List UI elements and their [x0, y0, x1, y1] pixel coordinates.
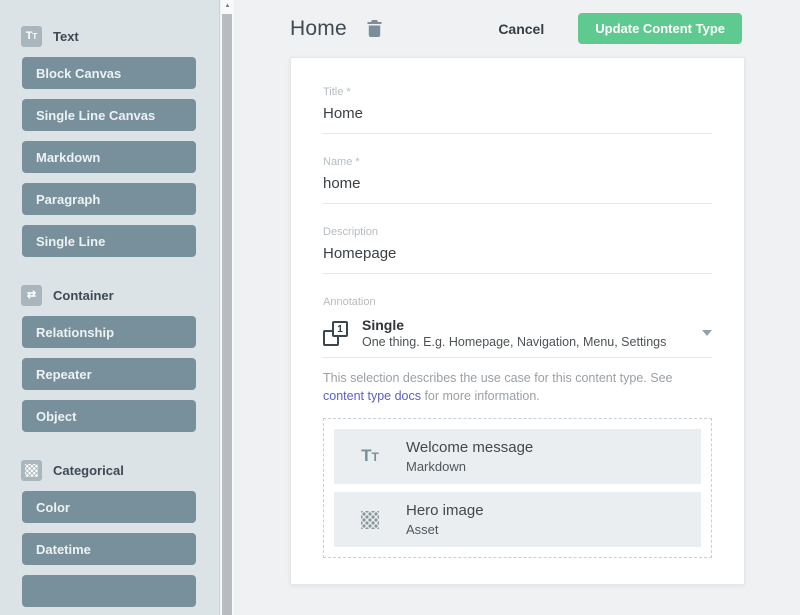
scrollbar-up-arrow-icon[interactable]: ▲	[224, 3, 231, 9]
asset-field-icon	[334, 510, 406, 529]
field-type-datetime[interactable]: Datetime	[22, 533, 196, 565]
field-card-type: Asset	[406, 522, 439, 538]
description-field-group: Description Homepage	[323, 226, 712, 274]
field-type-single-line[interactable]: Single Line	[22, 225, 196, 257]
text-field-icon: TT	[361, 446, 379, 466]
page-title: Home	[290, 16, 347, 40]
section-label: Container	[53, 288, 114, 303]
field-type-markdown[interactable]: Markdown	[22, 141, 196, 173]
field-card-welcome-message[interactable]: TT Welcome message Markdown	[334, 429, 701, 485]
content-type-form-card: Title * Home Name * home Description Hom…	[290, 57, 745, 586]
description-field-label: Description	[323, 226, 379, 238]
editor-header: Home Cancel Update Content Type	[234, 0, 800, 57]
chevron-down-icon[interactable]	[702, 330, 712, 336]
annotation-selected-value: Single	[362, 317, 405, 333]
single-stack-icon: 1	[323, 320, 349, 346]
annotation-description: One thing. E.g. Homepage, Navigation, Me…	[362, 335, 667, 349]
field-type-single-line-canvas[interactable]: Single Line Canvas	[22, 99, 196, 131]
content-type-docs-link[interactable]: content type docs	[323, 389, 421, 404]
title-field-input[interactable]: Home	[323, 105, 364, 122]
update-content-type-button[interactable]: Update Content Type	[578, 13, 742, 44]
sidebar-section-categorical: Categorical Color Datetime	[0, 460, 219, 607]
content-type-editor: Home Cancel Update Content Type Title * …	[234, 0, 800, 615]
field-card-title: Hero image	[406, 502, 484, 520]
section-header-categorical: Categorical	[21, 460, 219, 481]
name-field-label: Name *	[323, 156, 360, 168]
section-label: Categorical	[53, 463, 124, 478]
field-type-repeater[interactable]: Repeater	[22, 358, 196, 390]
trash-icon	[367, 20, 382, 37]
sidebar-section-container: ⇄ Container Relationship Repeater Object	[0, 285, 219, 432]
name-field-input[interactable]: home	[323, 175, 361, 192]
categorical-icon	[21, 460, 42, 481]
section-label: Text	[53, 29, 79, 44]
field-card-hero-image[interactable]: Hero image Asset	[334, 492, 701, 548]
description-field-input[interactable]: Homepage	[323, 245, 397, 262]
field-card-title: Welcome message	[406, 439, 534, 457]
fields-drop-zone[interactable]: TT Welcome message Markdown Hero image A…	[323, 418, 712, 559]
field-type-paragraph[interactable]: Paragraph	[22, 183, 196, 215]
name-field-group: Name * home	[323, 156, 712, 204]
field-type-cutoff[interactable]	[22, 575, 196, 607]
title-field-group: Title * Home	[323, 86, 712, 134]
annotation-helper-text: This selection describes the use case fo…	[323, 371, 673, 404]
section-header-container: ⇄ Container	[21, 285, 219, 306]
field-type-relationship[interactable]: Relationship	[22, 316, 196, 348]
annotation-dropdown[interactable]: 1 Single One thing. E.g. Homepage, Navig…	[323, 317, 712, 349]
field-card-type: Markdown	[406, 459, 466, 475]
annotation-field-label: Annotation	[323, 296, 376, 308]
annotation-field-group: Annotation 1 Single One thing. E.g. Home…	[323, 296, 712, 358]
title-field-label: Title *	[323, 86, 351, 98]
field-type-color[interactable]: Color	[22, 491, 196, 523]
sidebar-scrollbar[interactable]: ▲	[221, 0, 234, 615]
cancel-button[interactable]: Cancel	[492, 20, 550, 38]
field-type-block-canvas[interactable]: Block Canvas	[22, 57, 196, 89]
delete-content-type-button[interactable]	[365, 18, 384, 39]
scrollbar-thumb[interactable]	[222, 14, 232, 615]
container-icon: ⇄	[21, 285, 42, 306]
field-type-object[interactable]: Object	[22, 400, 196, 432]
